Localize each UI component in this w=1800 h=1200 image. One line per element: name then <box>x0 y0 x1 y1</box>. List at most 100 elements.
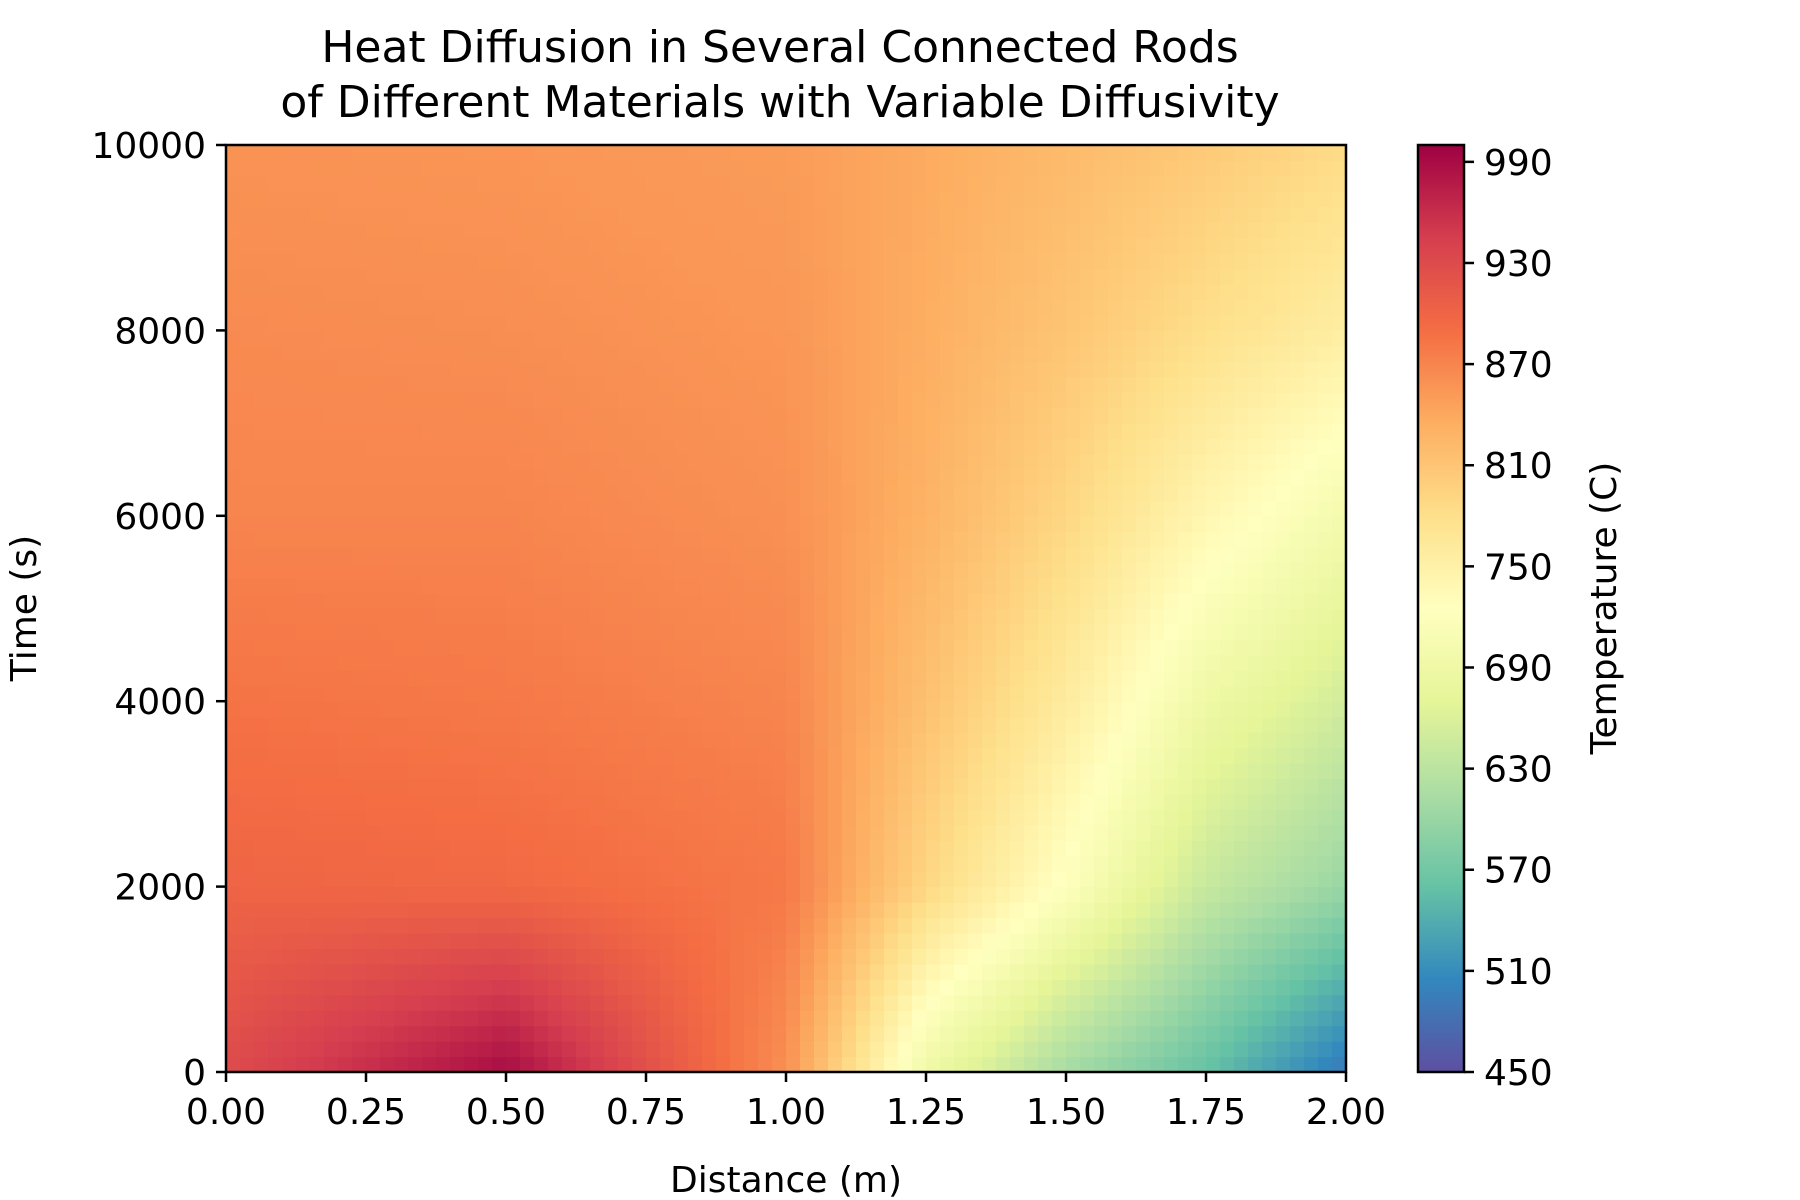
heatmap-cell <box>898 1041 913 1058</box>
heatmap-cell <box>268 484 283 501</box>
heatmap-cell <box>1220 654 1235 671</box>
heatmap-cell <box>534 824 549 841</box>
heatmap-cell <box>366 994 381 1011</box>
heatmap-cell <box>814 253 829 270</box>
heatmap-cell <box>1136 268 1151 285</box>
heatmap-cell <box>254 469 269 486</box>
heatmap-cell <box>772 145 787 162</box>
heatmap-cell <box>814 763 829 780</box>
heatmap-cell <box>1262 314 1277 331</box>
heatmap-cell <box>954 902 969 919</box>
heatmap-cell <box>758 917 773 934</box>
heatmap-cell <box>1108 778 1123 795</box>
heatmap-cell <box>366 562 381 579</box>
heatmap-cell <box>744 175 759 192</box>
heatmap-cell <box>478 886 493 903</box>
heatmap-cell <box>226 562 241 579</box>
heatmap-cell <box>408 392 423 409</box>
heatmap-cell <box>1318 546 1333 563</box>
heatmap-cell <box>450 376 465 393</box>
heatmap-cell <box>1094 515 1109 532</box>
heatmap-cell <box>1108 979 1123 996</box>
heatmap-cell <box>1192 902 1207 919</box>
heatmap-cell <box>1122 793 1137 810</box>
heatmap-cell <box>380 546 395 563</box>
heatmap-cell <box>1248 546 1263 563</box>
heatmap-cell <box>940 979 955 996</box>
heatmap-cell <box>828 500 843 517</box>
heatmap-cell <box>674 268 689 285</box>
heatmap-cell <box>702 917 717 934</box>
heatmap-cell <box>310 716 325 733</box>
heatmap-cell <box>380 855 395 872</box>
heatmap-cell <box>1192 1056 1207 1072</box>
heatmap-cell <box>912 237 927 254</box>
heatmap-cell <box>646 454 661 471</box>
heatmap-cell <box>408 824 423 841</box>
heatmap-cell <box>1024 1056 1039 1072</box>
heatmap-cell <box>870 253 885 270</box>
heatmap-cell <box>1080 1025 1095 1042</box>
heatmap-cell <box>1248 500 1263 517</box>
heatmap-cell <box>366 809 381 826</box>
heatmap-cell <box>814 284 829 301</box>
heatmap-cell <box>226 654 241 671</box>
heatmap-cell <box>408 608 423 625</box>
heatmap-cell <box>856 284 871 301</box>
heatmap-cell <box>436 886 451 903</box>
heatmap-cell <box>1122 1056 1137 1072</box>
heatmap-cell <box>1290 824 1305 841</box>
heatmap-cell <box>548 314 563 331</box>
heatmap-cell <box>1234 454 1249 471</box>
heatmap-cell <box>436 253 451 270</box>
heatmap-cell <box>1094 206 1109 223</box>
heatmap-cell <box>814 593 829 610</box>
heatmap-cell <box>1010 1010 1025 1027</box>
heatmap-cell <box>996 654 1011 671</box>
heatmap-cell <box>1276 237 1291 254</box>
heatmap-cell <box>1206 484 1221 501</box>
heatmap-cell <box>758 1025 773 1042</box>
heatmap-cell <box>534 361 549 378</box>
heatmap-cell <box>464 716 479 733</box>
heatmap-cell <box>380 979 395 996</box>
heatmap-cell <box>1038 222 1053 239</box>
heatmap-cell <box>1136 793 1151 810</box>
heatmap-cell <box>310 237 325 254</box>
heatmap-cell <box>464 546 479 563</box>
heatmap-cell <box>646 670 661 687</box>
heatmap-cell <box>772 423 787 440</box>
heatmap-cell <box>226 1056 241 1072</box>
heatmap-cell <box>324 1025 339 1042</box>
heatmap-cell <box>562 840 577 857</box>
heatmap-cell <box>1332 191 1346 208</box>
heatmap-cell <box>926 407 941 424</box>
heatmap-cell <box>744 963 759 980</box>
heatmap-cell <box>856 515 871 532</box>
heatmap-cell <box>954 392 969 409</box>
heatmap-cell <box>1248 979 1263 996</box>
heatmap-cell <box>1178 809 1193 826</box>
heatmap-cell <box>884 469 899 486</box>
heatmap-cell <box>576 654 591 671</box>
heatmap-cell <box>450 469 465 486</box>
heatmap-cell <box>1290 284 1305 301</box>
heatmap-cell <box>1248 809 1263 826</box>
heatmap-cell <box>1108 423 1123 440</box>
heatmap-cell <box>226 299 241 316</box>
heatmap-cell <box>226 809 241 826</box>
heatmap-cell <box>1150 1025 1165 1042</box>
heatmap-cell <box>408 871 423 888</box>
heatmap-cell <box>674 546 689 563</box>
heatmap-cell <box>982 608 997 625</box>
heatmap-cell <box>1234 237 1249 254</box>
heatmap-cell <box>366 871 381 888</box>
heatmap-cell <box>338 577 353 594</box>
heatmap-cell <box>352 902 367 919</box>
heatmap-cell <box>268 948 283 965</box>
heatmap-cell <box>674 484 689 501</box>
heatmap-cell <box>954 979 969 996</box>
heatmap-cell <box>408 546 423 563</box>
heatmap-cell <box>534 392 549 409</box>
